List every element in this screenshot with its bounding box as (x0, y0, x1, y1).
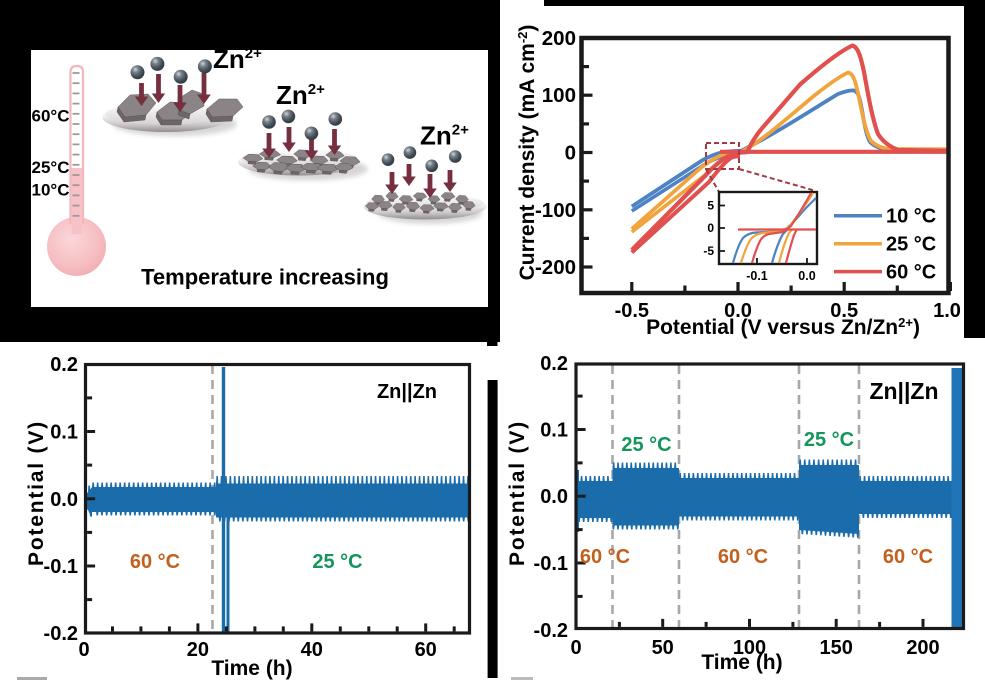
svg-text:-0.5: -0.5 (615, 300, 649, 322)
svg-text:0.0: 0.0 (724, 300, 752, 322)
svg-text:Zn2+: Zn2+ (213, 44, 262, 74)
svg-text:-0.2: -0.2 (44, 623, 78, 645)
svg-text:-200: -200 (535, 256, 576, 279)
svg-text:150: 150 (820, 637, 853, 659)
svg-text:Potential (V): Potential (V) (506, 420, 529, 566)
svg-text:40: 40 (301, 639, 323, 661)
svg-text:-5: -5 (703, 244, 714, 258)
svg-text:Zn||Zn: Zn||Zn (377, 381, 437, 403)
svg-text:0: 0 (570, 637, 581, 659)
svg-text:25°C: 25°C (32, 158, 70, 177)
svg-text:Time (h): Time (h) (211, 657, 292, 680)
svg-text:10°C: 10°C (32, 181, 70, 200)
svg-text:60 °C: 60 °C (130, 551, 180, 573)
svg-text:0.0: 0.0 (540, 486, 568, 508)
svg-text:Zn||Zn: Zn||Zn (869, 378, 938, 404)
svg-text:60 °C: 60 °C (580, 546, 630, 568)
svg-text:25 °C: 25 °C (621, 434, 671, 456)
svg-text:60 °C: 60 °C (883, 546, 933, 568)
svg-text:25 °C: 25 °C (312, 551, 362, 573)
svg-text:Potential (V versus Zn/Zn2+): Potential (V versus Zn/Zn2+) (646, 315, 920, 339)
svg-text:20: 20 (187, 639, 209, 661)
svg-text:0: 0 (565, 142, 576, 165)
svg-text:0.1: 0.1 (540, 420, 568, 442)
svg-text:100: 100 (542, 84, 576, 107)
svg-text:0.1: 0.1 (50, 422, 78, 444)
svg-text:50: 50 (652, 637, 674, 659)
svg-text:0.2: 0.2 (50, 354, 78, 376)
svg-text:60°C: 60°C (32, 107, 70, 126)
svg-text:25 °C: 25 °C (804, 429, 854, 451)
svg-text:-0.1: -0.1 (534, 553, 568, 575)
svg-text:60 °C: 60 °C (718, 546, 768, 568)
svg-text:100: 100 (733, 637, 766, 659)
svg-text:0.5: 0.5 (830, 300, 858, 322)
svg-text:-0.1: -0.1 (44, 556, 78, 578)
svg-text:Temperature increasing: Temperature increasing (141, 265, 389, 290)
svg-text:0.0: 0.0 (50, 489, 78, 511)
svg-text:-0.1: -0.1 (746, 269, 768, 283)
svg-text:Potential (V): Potential (V) (25, 420, 48, 566)
svg-text:0.0: 0.0 (798, 269, 815, 283)
svg-text:-100: -100 (535, 199, 576, 222)
svg-text:0.2: 0.2 (540, 353, 568, 375)
svg-text:200: 200 (906, 637, 939, 659)
svg-text:200: 200 (542, 27, 576, 50)
svg-text:Current density (mA cm-2): Current density (mA cm-2) (515, 25, 539, 281)
svg-text:25 °C: 25 °C (886, 234, 936, 256)
svg-text:60: 60 (415, 639, 437, 661)
svg-text:10 °C: 10 °C (886, 206, 936, 228)
svg-text:60 °C: 60 °C (886, 262, 936, 284)
svg-text:0: 0 (78, 639, 89, 661)
svg-text:0: 0 (707, 221, 714, 235)
svg-text:Time (h): Time (h) (701, 651, 782, 674)
svg-text:-0.2: -0.2 (534, 620, 568, 642)
svg-text:5: 5 (707, 199, 714, 213)
svg-text:1.0: 1.0 (933, 300, 961, 322)
